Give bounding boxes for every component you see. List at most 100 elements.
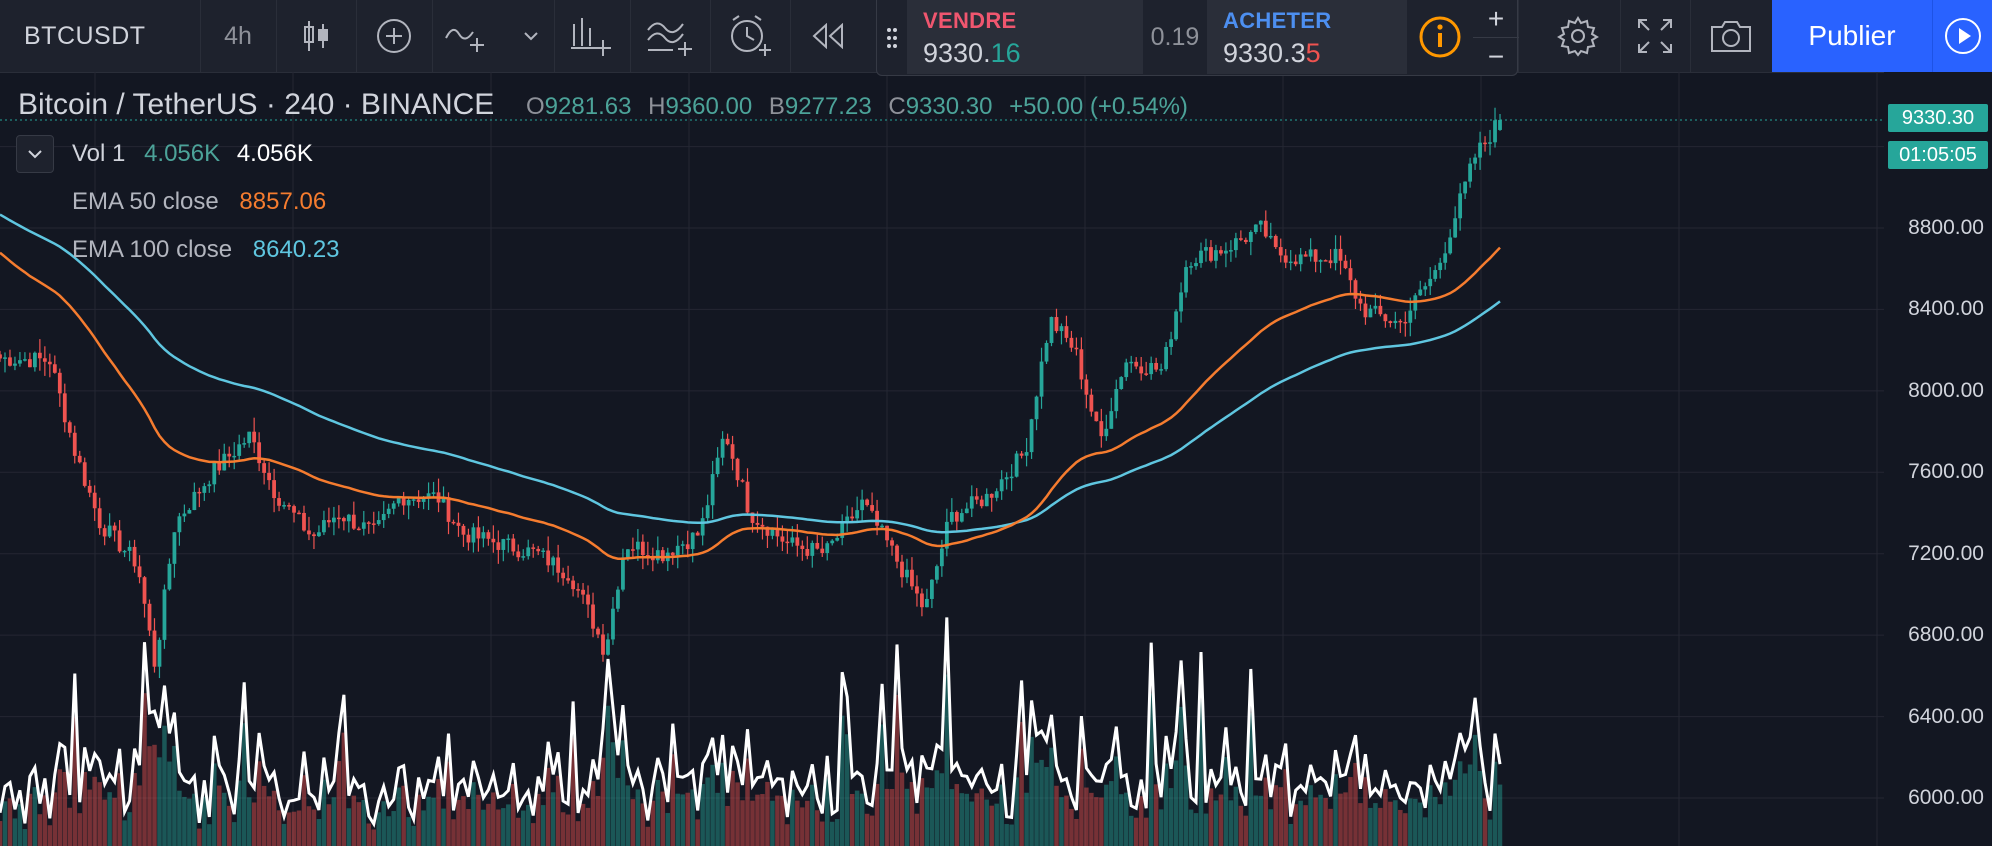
toolbar-divider bbox=[432, 0, 433, 72]
candle-body bbox=[815, 542, 820, 549]
candle-body bbox=[546, 550, 551, 566]
interval-button[interactable]: 4h bbox=[224, 21, 252, 50]
volume-bar bbox=[1183, 765, 1189, 846]
candle-body bbox=[1189, 266, 1193, 268]
candle-body bbox=[630, 549, 635, 551]
quantity-increase-button[interactable]: + bbox=[1487, 2, 1505, 34]
volume-bar bbox=[600, 757, 606, 846]
candle-body bbox=[1293, 261, 1298, 265]
candle-body bbox=[1343, 260, 1348, 269]
volume-bar bbox=[605, 705, 611, 846]
volume-bar bbox=[187, 798, 192, 846]
drag-handle-icon[interactable] bbox=[877, 0, 907, 76]
volume-bar bbox=[1084, 787, 1089, 846]
volume-bar bbox=[765, 781, 770, 846]
volume-bar bbox=[167, 761, 172, 846]
candle-body bbox=[725, 438, 730, 445]
sell-button[interactable]: VENDRE 9330.16 bbox=[907, 0, 1143, 74]
candle-body bbox=[18, 360, 22, 364]
candle-body bbox=[810, 542, 815, 556]
quantity-decrease-button[interactable]: − bbox=[1473, 37, 1519, 75]
candle-body bbox=[486, 532, 491, 539]
candle-body bbox=[267, 472, 271, 481]
candle-body bbox=[1488, 142, 1492, 144]
drawing-icon[interactable] bbox=[432, 0, 502, 72]
candle-body bbox=[715, 457, 720, 475]
volume-bar bbox=[715, 792, 720, 846]
toolbar-divider bbox=[1690, 0, 1691, 72]
legend-collapse-button[interactable] bbox=[16, 135, 54, 173]
ema-100-legend[interactable]: EMA 100 close 8640.23 bbox=[72, 236, 340, 264]
volume-bar bbox=[371, 829, 376, 846]
ema-50-value: 8857.06 bbox=[239, 188, 327, 215]
candle-body bbox=[964, 508, 969, 514]
candles-icon[interactable] bbox=[276, 0, 356, 72]
volume-bar bbox=[949, 789, 955, 846]
replay-rewind-icon[interactable] bbox=[790, 0, 866, 72]
volume-bar bbox=[525, 804, 531, 846]
candle-body bbox=[880, 525, 884, 528]
candle-body bbox=[1154, 362, 1159, 370]
candle-body bbox=[1368, 308, 1373, 318]
candle-body bbox=[1119, 377, 1124, 390]
volume-bar bbox=[212, 763, 217, 846]
volume-bar bbox=[441, 808, 446, 846]
price-tick: 6800.00 bbox=[1908, 623, 1984, 647]
fullscreen-icon[interactable] bbox=[1620, 0, 1690, 72]
compare-icon[interactable] bbox=[554, 0, 630, 72]
sell-price-last-digits: 16 bbox=[990, 38, 1021, 68]
volume-bar bbox=[431, 797, 436, 846]
candle-body bbox=[611, 608, 615, 640]
candle-body bbox=[999, 479, 1004, 492]
volume-bar bbox=[2, 801, 8, 846]
indicators-icon[interactable] bbox=[630, 0, 710, 72]
info-icon[interactable] bbox=[1407, 0, 1473, 74]
volume-bar bbox=[1358, 803, 1363, 846]
settings-icon[interactable] bbox=[1536, 0, 1620, 72]
candle-body bbox=[466, 534, 471, 543]
volume-bar bbox=[1418, 802, 1423, 846]
price-chart[interactable] bbox=[0, 72, 1884, 846]
volume-legend[interactable]: Vol 1 4.056K 4.056K bbox=[72, 140, 313, 168]
camera-icon[interactable] bbox=[1690, 0, 1772, 72]
price-tick: 8400.00 bbox=[1908, 297, 1984, 321]
symbol-search-button[interactable]: BTCUSDT bbox=[24, 21, 146, 50]
volume-bar bbox=[730, 770, 735, 846]
volume-bar bbox=[12, 818, 18, 846]
volume-bar bbox=[391, 811, 396, 846]
volume-bar bbox=[560, 812, 566, 846]
buy-button[interactable]: ACHETER 9330.35 bbox=[1207, 0, 1407, 74]
volume-bar bbox=[1373, 803, 1378, 846]
candle-body bbox=[1353, 280, 1358, 299]
volume-bar bbox=[231, 822, 237, 846]
play-button[interactable] bbox=[1932, 0, 1992, 72]
ohlc-values: O9281.63 H9360.00 B9277.23 C9330.30 +50.… bbox=[526, 93, 1188, 121]
candle-body bbox=[735, 458, 740, 481]
candle-body bbox=[1428, 278, 1433, 287]
price-scale[interactable]: 8800.00 8400.00 8000.00 7600.00 7200.00 … bbox=[1884, 72, 1992, 846]
add-indicator-icon[interactable] bbox=[356, 0, 432, 72]
volume-bar bbox=[700, 784, 705, 846]
alert-icon[interactable] bbox=[710, 0, 790, 72]
candle-body bbox=[1483, 142, 1487, 145]
candle-body bbox=[830, 540, 835, 544]
candle-body bbox=[1099, 421, 1104, 437]
volume-bar bbox=[236, 780, 242, 846]
volume-bar bbox=[745, 758, 750, 846]
volume-bar bbox=[1109, 781, 1114, 846]
chevron-down-icon[interactable] bbox=[508, 0, 554, 72]
candle-body bbox=[850, 516, 855, 519]
volume-bar bbox=[1243, 815, 1249, 846]
candle-body bbox=[481, 532, 486, 539]
publish-button[interactable]: Publier bbox=[1772, 0, 1932, 72]
candle-body bbox=[1164, 346, 1169, 370]
candle-body bbox=[531, 547, 536, 549]
volume-bar bbox=[241, 723, 247, 846]
volume-bar bbox=[1114, 756, 1119, 846]
ema-50-legend[interactable]: EMA 50 close 8857.06 bbox=[72, 188, 326, 216]
candle-body bbox=[660, 550, 665, 562]
candle-body bbox=[287, 505, 291, 507]
volume-bar bbox=[496, 809, 501, 846]
candle-body bbox=[451, 521, 456, 524]
candle-body bbox=[825, 543, 830, 553]
